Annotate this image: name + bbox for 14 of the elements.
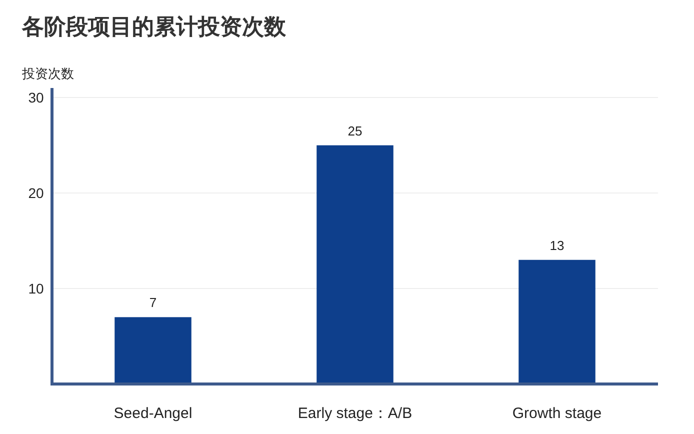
bar bbox=[518, 260, 596, 384]
x-tick-label: Growth stage bbox=[512, 405, 602, 422]
data-label: 13 bbox=[550, 238, 564, 253]
chart-title: 各阶段项目的累计投资次数 bbox=[21, 14, 287, 39]
x-tick-label: Seed-Angel bbox=[114, 405, 192, 422]
bar bbox=[316, 145, 394, 384]
bar bbox=[114, 317, 192, 384]
y-tick-label: 20 bbox=[28, 185, 44, 202]
y-tick-label: 10 bbox=[28, 280, 44, 297]
y-tick-label: 30 bbox=[28, 90, 44, 106]
y-axis-title: 投资次数 bbox=[21, 66, 74, 81]
data-label: 25 bbox=[348, 123, 362, 138]
x-tick-label: Early stage：A/B bbox=[298, 405, 412, 422]
data-label: 7 bbox=[149, 295, 157, 310]
